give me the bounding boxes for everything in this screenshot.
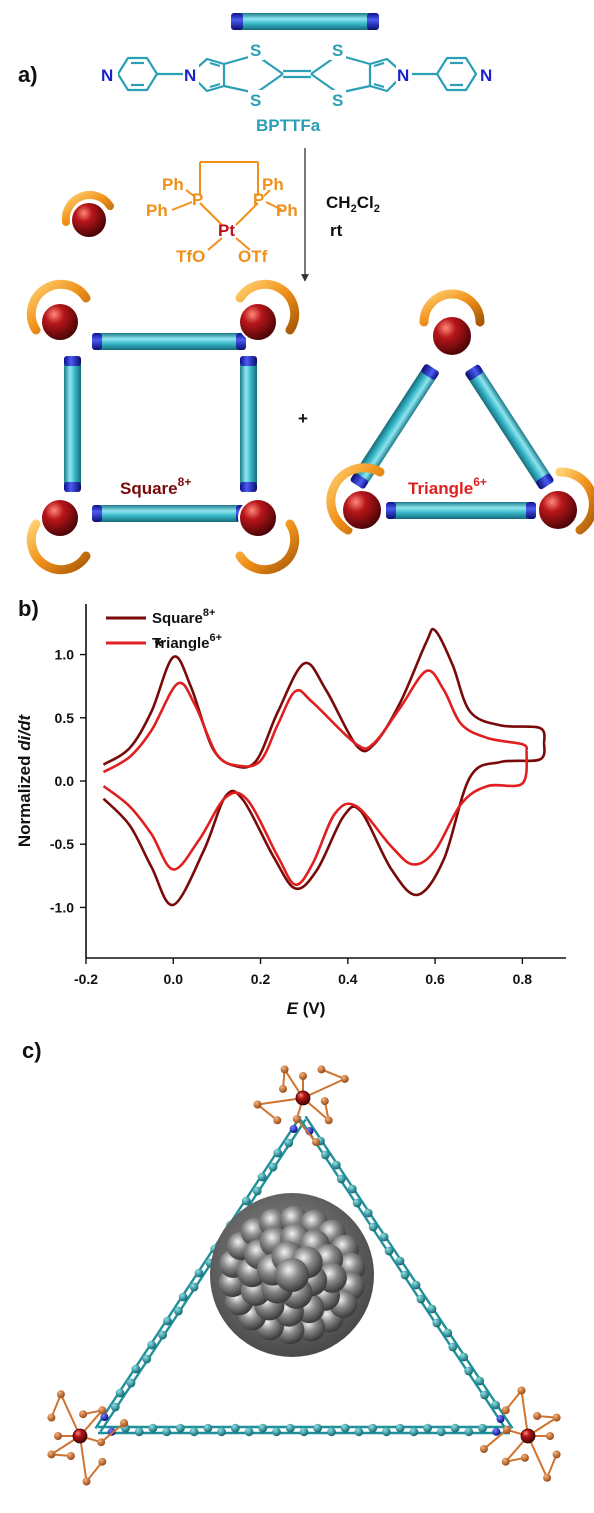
bpttfa-structure	[116, 53, 478, 95]
y-axis-label: Normalized di/dt	[15, 714, 34, 848]
pt-corner-icon	[61, 190, 114, 237]
square-label: Square8+	[120, 475, 191, 498]
svg-text:Ph: Ph	[146, 201, 168, 220]
triangle-reverse-scan-line	[102, 750, 529, 886]
svg-text:N: N	[397, 66, 409, 85]
square-reverse-scan-line	[102, 742, 546, 907]
svg-text:P: P	[192, 190, 203, 209]
y-tick-label: -1.0	[50, 899, 74, 915]
svg-text:CH2Cl2: CH2Cl2	[326, 193, 380, 215]
svg-text:OTf: OTf	[238, 247, 268, 266]
pt-complex-structure	[171, 161, 283, 251]
svg-text:Pt: Pt	[218, 221, 235, 240]
svg-text:S: S	[250, 91, 261, 110]
panel-b-label: b)	[18, 596, 39, 621]
svg-text:S: S	[332, 41, 343, 60]
pt-center-bottom-left	[47, 1390, 129, 1486]
svg-text:Ph: Ph	[276, 201, 298, 220]
reaction-conditions: CH2Cl2 rt	[326, 193, 380, 240]
bpttfa-atoms: N N N N S S S S	[98, 40, 497, 110]
panel-a-label: a)	[18, 62, 38, 87]
x-tick-label: 0.4	[338, 971, 358, 987]
svg-text:rt: rt	[330, 221, 343, 240]
pt-center-top	[253, 1065, 349, 1147]
svg-text:Ph: Ph	[162, 175, 184, 194]
svg-text:S: S	[332, 91, 343, 110]
ligand-strand-bottom	[98, 1423, 510, 1437]
y-tick-label: 0.5	[55, 710, 75, 726]
plus-sign: +	[298, 409, 308, 428]
triangle-label: Triangle6+	[408, 475, 487, 498]
x-tick-label: 0.8	[513, 971, 533, 987]
x-tick-label: -0.2	[74, 971, 98, 987]
legend-label-triangle: Triangle6+	[152, 632, 222, 652]
crystal-structure	[47, 1065, 561, 1486]
ligand-strand-right	[299, 1115, 514, 1433]
fullerene-guest	[210, 1193, 374, 1357]
legend-label-square: Square8+	[152, 607, 215, 627]
peak-annotation-asterisk: *	[155, 636, 163, 658]
triangle-assembly	[326, 289, 594, 535]
square-forward-scan-line	[102, 627, 546, 769]
svg-text:N: N	[480, 66, 492, 85]
svg-text:P: P	[253, 190, 264, 209]
pt-complex-labels: Ph Ph P P Ph Ph Pt TfO OTf	[146, 175, 298, 266]
x-tick-label: 0.6	[425, 971, 445, 987]
svg-text:TfO: TfO	[176, 247, 205, 266]
svg-text:N: N	[101, 66, 113, 85]
y-tick-label: 0.0	[55, 773, 75, 789]
y-tick-label: -0.5	[50, 836, 74, 852]
svg-text:N: N	[184, 66, 196, 85]
x-tick-label: 0.2	[251, 971, 271, 987]
cv-chart: -0.2 0.0 0.2 0.4 0.6 0.8 -1.0 -0.5 0.0 0.5 1.0 E (V…	[15, 604, 566, 1018]
svg-text:S: S	[250, 41, 261, 60]
ligand-rod-icon	[231, 13, 379, 30]
triangle-forward-scan-line	[102, 669, 529, 774]
panel-c-label: c)	[22, 1038, 42, 1063]
ligand-name: BPTTFa	[256, 116, 321, 135]
x-axis-label: E (V)	[287, 999, 326, 1018]
square-assembly	[26, 279, 300, 575]
x-tick-label: 0.0	[164, 971, 184, 987]
pt-center-bottom-right	[479, 1386, 561, 1482]
y-tick-label: 1.0	[55, 647, 75, 663]
svg-text:Ph: Ph	[262, 175, 284, 194]
